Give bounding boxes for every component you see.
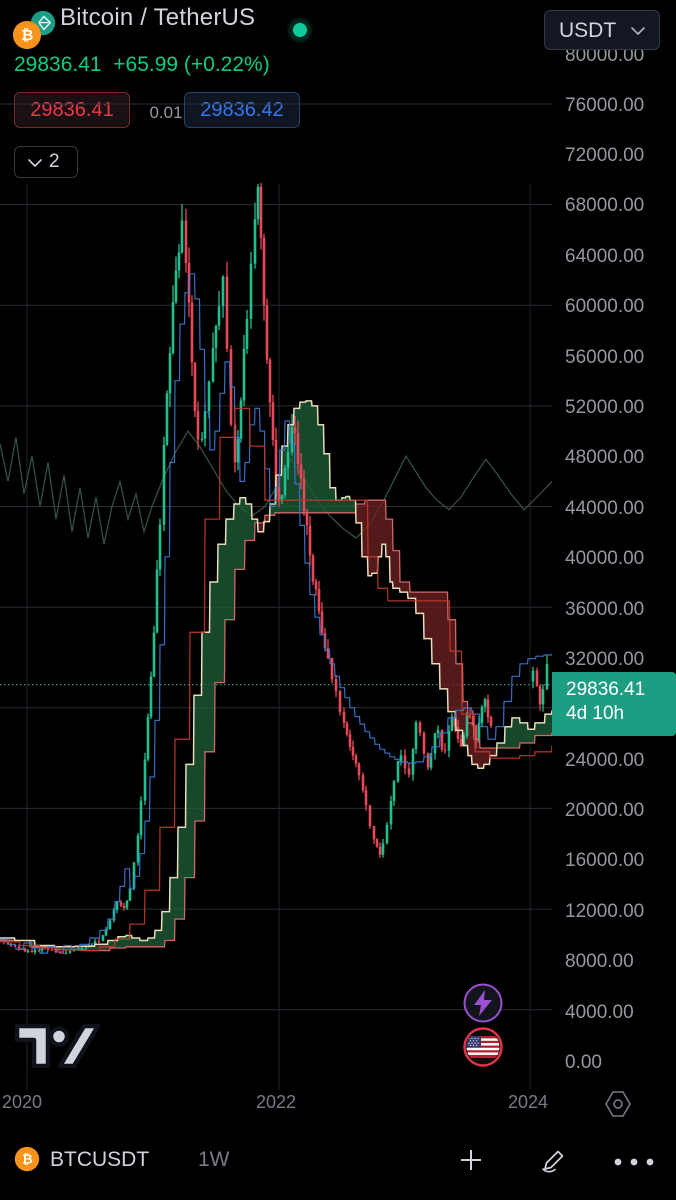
svg-text:₿: ₿ (22, 1151, 33, 1166)
